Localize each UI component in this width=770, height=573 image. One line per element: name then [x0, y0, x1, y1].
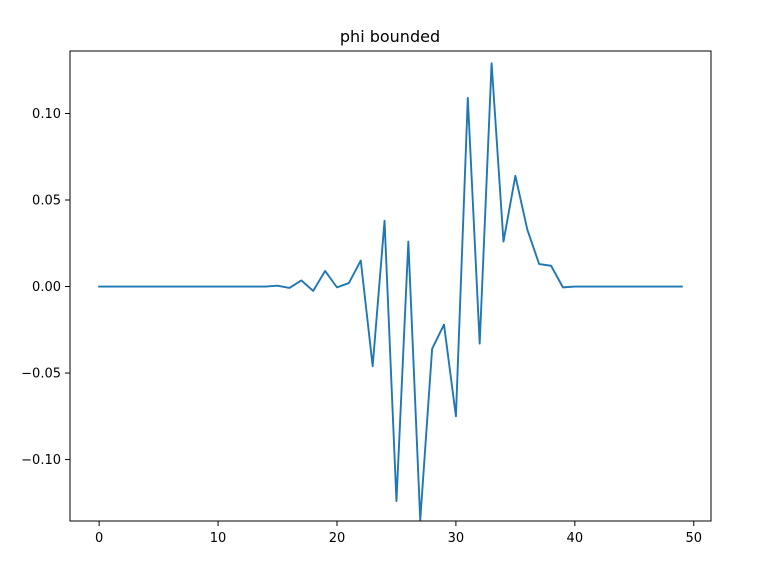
chart-title: phi bounded — [340, 27, 440, 46]
x-tick-label: 30 — [448, 531, 465, 546]
y-tick-label: −0.10 — [21, 453, 61, 468]
x-tick-label: 10 — [210, 531, 227, 546]
y-tick-label: 0.00 — [32, 280, 61, 295]
y-tick-label: −0.05 — [21, 367, 61, 382]
x-tick-label: 50 — [685, 531, 702, 546]
plot-area: 0 10 20 30 40 50 −0.10 −0.05 0.00 0.05 0.10 — [21, 50, 712, 546]
x-tick-label: 0 — [95, 531, 103, 546]
data-series-line — [98, 62, 683, 522]
axes-frame — [69, 50, 712, 522]
x-tick-label: 20 — [329, 531, 346, 546]
x-tick-label: 40 — [567, 531, 584, 546]
y-tick-label: 0.05 — [32, 193, 61, 208]
y-tick-label: 0.10 — [32, 107, 61, 122]
